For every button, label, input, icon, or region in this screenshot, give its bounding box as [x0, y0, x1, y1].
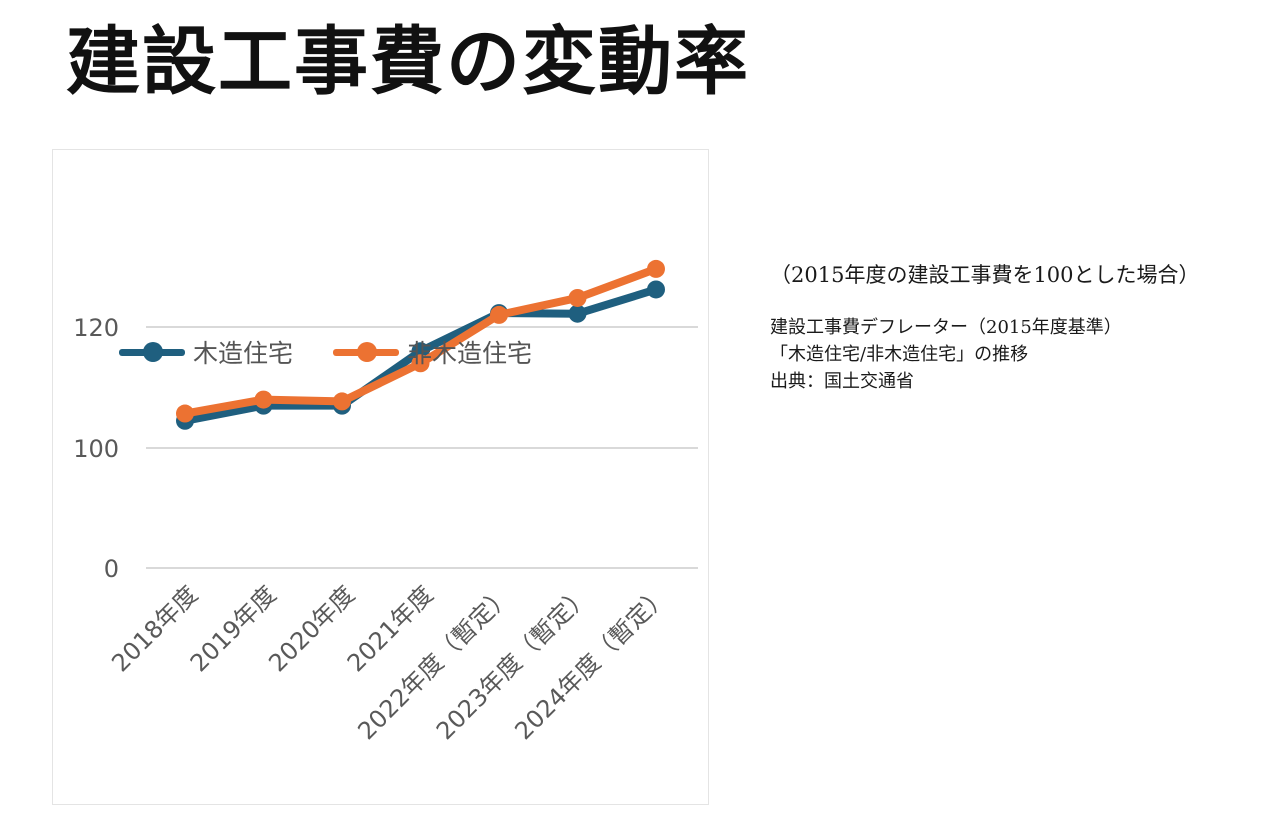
note-line-trend: 「木造住宅/非木造住宅」の推移 — [770, 344, 1029, 365]
gridlines — [146, 326, 698, 569]
data-point-nonwood — [647, 259, 665, 278]
note-line-deflator: 建設工事費デフレーター（2015年度基準） — [770, 317, 1122, 338]
y-tick-label: 120 — [73, 314, 119, 342]
note-line-source: 出典：国土交通省 — [770, 371, 914, 392]
source-notes: 建設工事費デフレーター（2015年度基準） 「木造住宅/非木造住宅」の推移 出典… — [770, 314, 1122, 395]
legend-swatch-nonwood — [333, 342, 400, 362]
data-point-nonwood — [490, 305, 508, 324]
data-point-nonwood — [568, 288, 587, 307]
y-axis-ticks: 0 100 120 — [73, 314, 119, 583]
legend-swatch-wood — [119, 342, 185, 362]
x-axis-ticks: 2018年度2019年度2020年度2021年度2022年度（暫定）2023年度… — [106, 580, 674, 745]
data-point-wood — [647, 280, 665, 299]
legend-label-wood: 木造住宅 — [193, 339, 294, 368]
chart-frame: 0 100 120 2018年度 2019年度 2020年度 2021年度 2022年度（暫… — [52, 149, 709, 805]
data-point-nonwood — [176, 404, 194, 423]
x-tick-label: 2024年度（暫定） — [509, 580, 674, 745]
legend-item-wood: 木造住宅 — [119, 334, 293, 370]
line-chart: 0 100 120 2018年度2019年度2020年度2021年度2022年度（暫… — [73, 259, 698, 745]
page-title: 建設工事費の変動率 — [66, 19, 750, 105]
legend-label-nonwood: 非木造住宅 — [407, 339, 533, 368]
data-point-nonwood — [411, 354, 430, 373]
legend-item-nonwood: 非木造住宅 — [333, 334, 532, 370]
basis-note: （2015年度の建設工事費を100とした場合） — [770, 263, 1200, 287]
data-point-wood — [568, 304, 587, 323]
legend: 木造住宅 非木造住宅 — [119, 334, 572, 370]
data-point-nonwood — [254, 390, 273, 409]
y-tick-label: 0 — [104, 555, 119, 583]
y-tick-label: 100 — [73, 435, 119, 463]
series-group — [176, 259, 665, 430]
data-point-nonwood — [333, 392, 351, 411]
